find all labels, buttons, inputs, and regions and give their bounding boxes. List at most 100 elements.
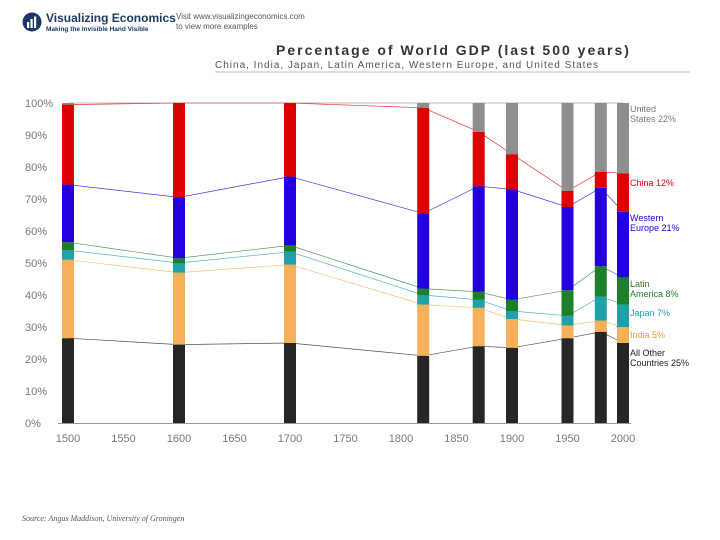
bar-segment-6-2000 [617, 103, 629, 174]
y-tick-label: 80% [25, 162, 47, 174]
source-note: Source: Angus Maddison, University of Gr… [22, 514, 185, 523]
x-tick-label: 1700 [278, 433, 302, 445]
bar-segment-3-1700 [284, 245, 296, 252]
legend-entry: India 5% [630, 330, 665, 340]
bar-segment-1-1870 [472, 307, 485, 347]
legend-entry: Western Europe 21% [630, 213, 680, 233]
y-tick-label: 70% [25, 194, 47, 206]
bar-segment-4-1900 [506, 189, 518, 300]
y-tick-label: 0% [25, 418, 41, 430]
bar-segment-4-1820 [417, 213, 430, 289]
bar-segment-2-1950 [561, 315, 574, 326]
bar-segment-1-2000 [617, 327, 629, 343]
legend-entry: United States 22% [630, 104, 676, 124]
logo-tagline: Making the Invisible Hand Visible [46, 26, 149, 33]
bar-segment-2-1820 [417, 295, 430, 305]
connector-2 [67, 249, 624, 317]
bar-segment-3-1980 [594, 266, 607, 297]
bar-segment-5-1870 [472, 131, 485, 187]
bar-segment-5-1950 [561, 191, 574, 207]
x-tick-label: 1750 [333, 433, 357, 445]
x-axis-ticks: 1500 1550 1600 1650 1700 1750 1800 1850 1900 1950… [56, 433, 635, 445]
bar-segment-4-1980 [594, 187, 607, 267]
bar-segment-5-1820 [417, 107, 430, 214]
bar-segment-1-1500 [62, 259, 74, 339]
legend-entry: China 12% [630, 178, 674, 188]
connector-4 [67, 176, 624, 214]
x-tick-label: 1550 [111, 433, 135, 445]
bar-segment-6-1950 [561, 103, 574, 191]
y-tick-label: 30% [25, 322, 47, 334]
bar-segment-2-2000 [617, 304, 629, 327]
bar-segment-1-1980 [594, 320, 607, 332]
bar-segment-3-2000 [617, 277, 629, 305]
bar-segment-5-1980 [594, 171, 607, 188]
visit-line-1: Visit www.visualizingeconomics.com [176, 12, 305, 21]
bar-segment-6-1900 [506, 103, 518, 155]
bar-segment-0-1600 [173, 344, 185, 423]
bar-segment-3-1870 [472, 291, 485, 300]
bar-segment-5-1900 [506, 154, 518, 190]
bar-segment-4-1600 [173, 197, 185, 259]
bar-segment-6-1870 [472, 103, 485, 132]
logo-bars-icon [22, 12, 42, 32]
visit-line-2: to view more examples [176, 22, 258, 31]
bar-segment-2-1980 [594, 296, 607, 321]
bar-segment-1-1700 [284, 264, 296, 343]
connector-3 [67, 241, 624, 301]
bar-segment-4-1500 [62, 184, 74, 243]
bar-segment-5-1600 [173, 103, 185, 198]
x-tick-label: 1600 [167, 433, 191, 445]
bar-segment-5-1700 [284, 103, 296, 177]
y-tick-label: 60% [25, 226, 47, 238]
y-tick-label: 10% [25, 386, 47, 398]
y-tick-label: 50% [25, 258, 47, 270]
bar-segment-0-1980 [594, 331, 607, 423]
bar-segment-1-1950 [561, 325, 574, 339]
bar-segment-6-1500 [62, 103, 74, 105]
y-tick-label: 40% [25, 290, 47, 302]
x-tick-label: 1900 [500, 433, 524, 445]
bar-segment-6-1820 [417, 103, 430, 108]
bar-segment-4-1870 [472, 186, 485, 292]
bar-segment-2-1900 [506, 311, 518, 319]
x-tick-label: 2000 [611, 433, 635, 445]
x-tick-label: 1800 [389, 433, 413, 445]
legend: United States 22% China 12% Western Europe 2… [630, 104, 689, 368]
y-axis-ticks: 0% 10% 20% 30% 40% 50% 60% 70% 80% 90% 100% [25, 98, 53, 430]
bar-segment-0-1820 [417, 355, 430, 423]
bar-segment-2-1700 [284, 251, 296, 265]
chart-subtitle: China, India, Japan, Latin America, West… [215, 60, 599, 71]
bar-segment-2-1600 [173, 263, 185, 273]
bar-segment-5-2000 [617, 173, 629, 212]
x-tick-label: 1650 [222, 433, 246, 445]
bar-segment-1-1820 [417, 304, 430, 356]
connector-0 [67, 331, 624, 357]
bar-segment-6-1980 [594, 103, 607, 172]
bar-segment-0-1900 [506, 347, 518, 423]
bar-segment-0-2000 [617, 343, 629, 423]
bar-segment-0-1870 [472, 346, 485, 423]
legend-entry: Japan 7% [630, 308, 670, 318]
y-tick-label: 20% [25, 354, 47, 366]
bar-segment-3-1950 [561, 290, 574, 316]
y-tick-label: 90% [25, 130, 47, 142]
bar-segment-0-1700 [284, 343, 296, 423]
bar-segment-4-2000 [617, 211, 629, 278]
bar-segment-2-1870 [472, 299, 485, 308]
bar-segment-3-1600 [173, 258, 185, 263]
bar-segment-5-1500 [62, 104, 74, 185]
legend-entry: All Other Countries 25% [630, 348, 689, 368]
logo-name: Visualizing Economics [46, 11, 176, 25]
stacked-bars [62, 103, 629, 423]
visit-link[interactable]: Visit www.visualizingeconomics.com to vi… [176, 12, 346, 32]
connector-lines [67, 102, 624, 357]
bar-segment-0-1500 [62, 338, 74, 423]
logo[interactable]: Visualizing Economics Making the Invisib… [22, 10, 176, 40]
bar-segment-1-1900 [506, 319, 518, 348]
x-tick-label: 1950 [555, 433, 579, 445]
chart-title: Percentage of World GDP (last 500 years) [276, 42, 631, 58]
bar-segment-4-1950 [561, 207, 574, 291]
connector-5 [67, 102, 624, 192]
